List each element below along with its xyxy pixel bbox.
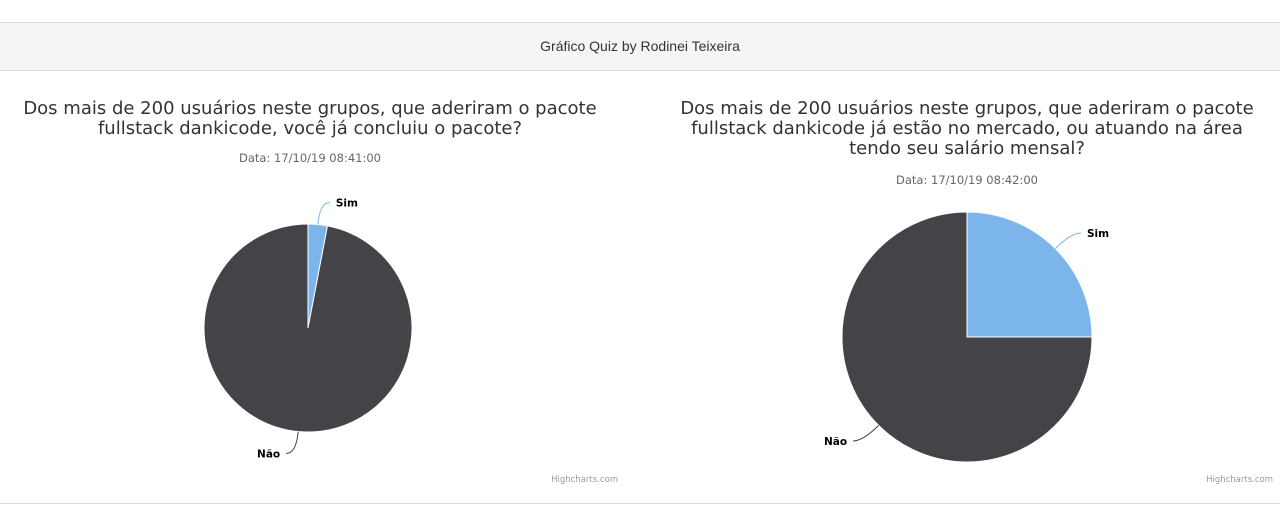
chart-no-mercado: Dos mais de 200 usuários neste grupos, q… xyxy=(650,71,1280,499)
connector-sim xyxy=(1055,232,1081,249)
credits-link[interactable]: Highcharts.com xyxy=(551,475,618,485)
chart-concluiu-pacote: Dos mais de 200 usuários neste grupos, q… xyxy=(0,71,630,499)
chart-title-line: fullstack dankicode já estão no mercado,… xyxy=(691,118,1243,139)
quiz-panel: Gráfico Quiz by Rodinei Teixeira xyxy=(0,22,1280,504)
data-label-sim: Sim xyxy=(1087,228,1109,240)
pie-chart-svg: Dos mais de 200 usuários neste grupos, q… xyxy=(680,98,1273,485)
panel-title: Gráfico Quiz by Rodinei Teixeira xyxy=(0,23,1280,71)
data-label-sim: Sim xyxy=(336,198,358,210)
connector-nao xyxy=(286,431,299,454)
pie-slice-sim[interactable] xyxy=(966,211,1093,338)
pie-slice-nao[interactable] xyxy=(203,223,413,433)
connector-nao xyxy=(853,425,879,442)
chart-title-line: Dos mais de 200 usuários neste grupos, q… xyxy=(680,98,1253,119)
chart-subtitle: Data: 17/10/19 08:41:00 xyxy=(239,151,381,165)
chart-title-line: fullstack dankicode, você já concluiu o … xyxy=(98,118,522,139)
pie-chart-svg: Dos mais de 200 usuários neste grupos, q… xyxy=(23,98,618,485)
credits-link[interactable]: Highcharts.com xyxy=(1206,475,1273,485)
chart-subtitle: Data: 17/10/19 08:42:00 xyxy=(896,173,1038,187)
chart-title-line: tendo seu salário mensal? xyxy=(849,138,1085,159)
data-label-nao: Não xyxy=(824,436,847,448)
chart-title-line: Dos mais de 200 usuários neste grupos, q… xyxy=(23,98,596,119)
data-label-nao: Não xyxy=(257,448,280,460)
connector-sim xyxy=(317,202,330,225)
